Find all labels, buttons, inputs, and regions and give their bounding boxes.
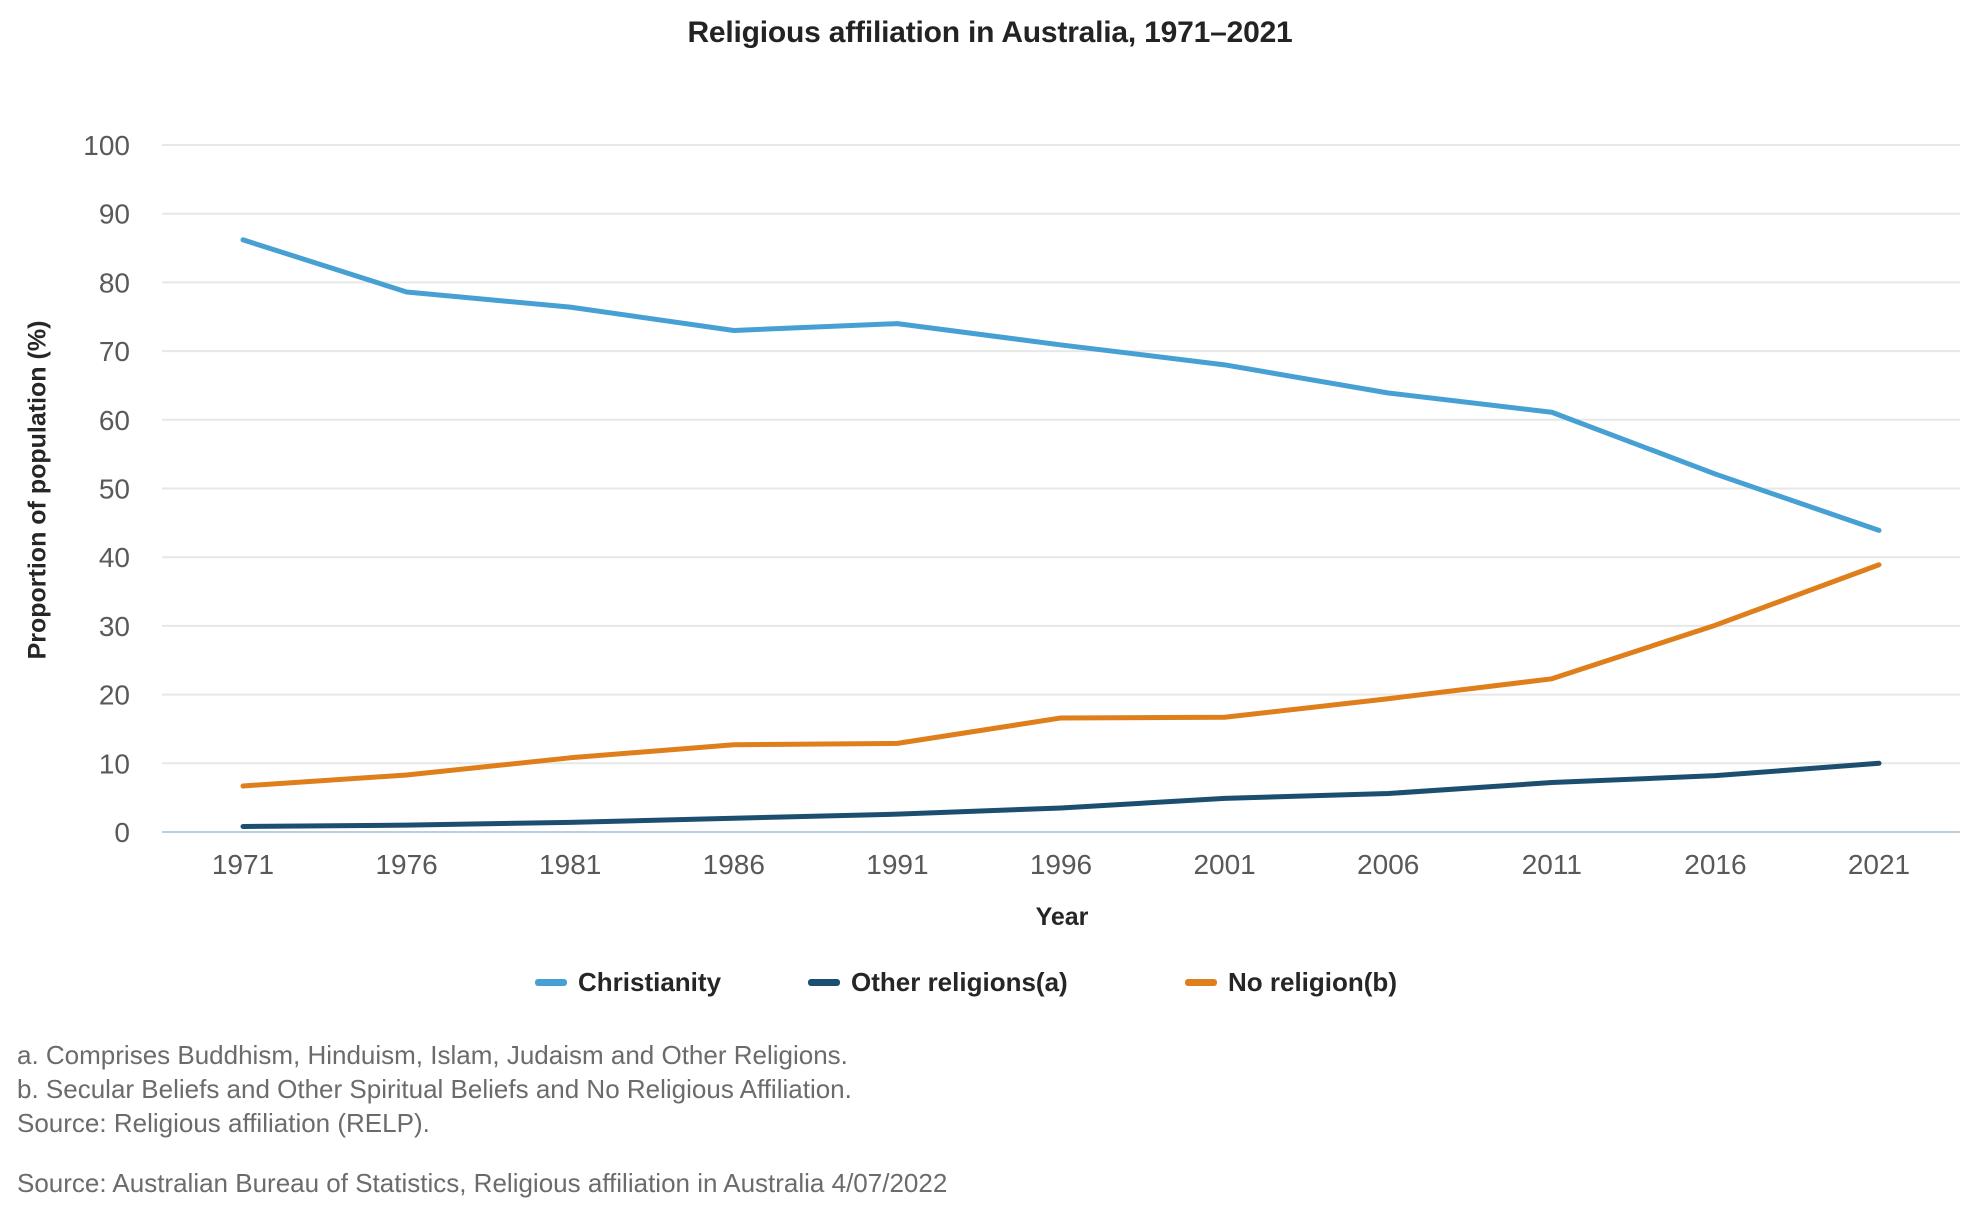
footnote-a: a. Comprises Buddhism, Hinduism, Islam, … [17, 1040, 848, 1070]
legend-label: Other religions(a) [851, 966, 1068, 997]
legend-item-other-religions-a: Other religions(a) [808, 962, 1068, 1002]
x-tick-label: 2021 [1848, 849, 1910, 880]
y-tick-label: 10 [99, 748, 130, 779]
series-line-christianity [240, 237, 1882, 533]
series-line-no-religion-b [240, 562, 1882, 789]
x-tick-label: 1996 [1030, 849, 1092, 880]
x-tick-label: 1981 [539, 849, 601, 880]
y-tick-label: 50 [99, 474, 130, 505]
footnote-source-relp: Source: Religious affiliation (RELP). [17, 1108, 430, 1138]
x-tick-label: 1971 [212, 849, 274, 880]
y-tick-label: 100 [83, 130, 130, 161]
x-axis-title: Year [1035, 903, 1089, 931]
line-chart: 0 10 20 30 40 50 60 70 80 90 100 1971 1976 1981 1986 19… [83, 130, 1960, 880]
legend-label: No religion(b) [1228, 966, 1397, 997]
footnote-b: b. Secular Beliefs and Other Spiritual B… [17, 1074, 852, 1104]
source-line: Source: Australian Bureau of Statistics,… [17, 1168, 948, 1198]
y-tick-label: 90 [99, 199, 130, 230]
legend-swatch-icon [808, 978, 840, 986]
legend: Christianity Other religions(a) No religio… [0, 962, 1980, 1006]
x-tick-label: 1976 [375, 849, 437, 880]
footnotes: a. Comprises Buddhism, Hinduism, Islam, … [17, 1038, 852, 1140]
x-tick-label: 1986 [703, 849, 765, 880]
y-tick-label: 0 [114, 817, 130, 848]
y-tick-label: 60 [99, 405, 130, 436]
legend-swatch-icon [1185, 978, 1217, 986]
y-tick-label: 20 [99, 680, 130, 711]
legend-item-christianity: Christianity [535, 962, 721, 1002]
y-tick-label: 80 [99, 267, 130, 298]
y-tick-label: 70 [99, 336, 130, 367]
legend-item-no-religion-b: No religion(b) [1185, 962, 1397, 1002]
legend-swatch-icon [535, 978, 567, 986]
y-tick-label: 30 [99, 611, 130, 642]
x-tick-label: 2011 [1522, 849, 1582, 880]
x-tick-label: 1991 [866, 849, 928, 880]
x-tick-label: 2006 [1357, 849, 1419, 880]
x-tick-label: 2016 [1684, 849, 1746, 880]
y-tick-label: 40 [99, 542, 130, 573]
legend-label: Christianity [578, 966, 722, 997]
chart-title: Religious affiliation in Australia, 1971… [687, 16, 1293, 49]
x-tick-label: 2001 [1193, 849, 1255, 880]
series-line-other-religions-a [240, 760, 1882, 830]
